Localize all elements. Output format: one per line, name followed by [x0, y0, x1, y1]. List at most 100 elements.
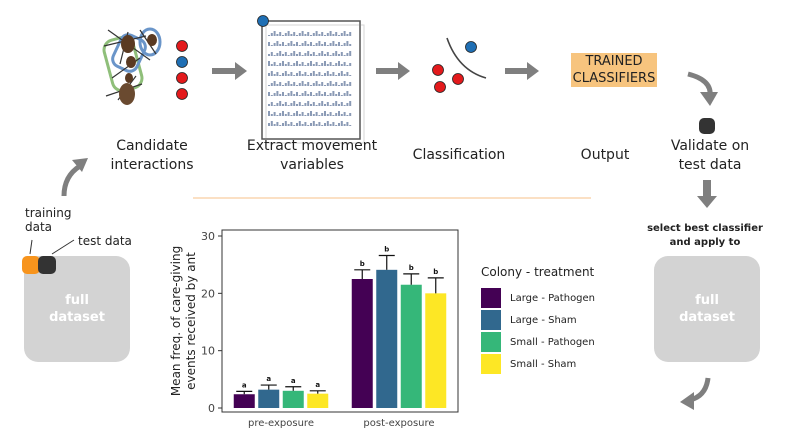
- doc-histogram-bar: [279, 44, 282, 46]
- doc-histogram-bar: [273, 105, 276, 106]
- doc-histogram-bar: [268, 104, 270, 106]
- doc-histogram-bar: [293, 32, 296, 36]
- doc-histogram-bar: [312, 64, 315, 66]
- legend-swatch: [481, 332, 501, 352]
- select-best-classifier-label: select best classifier and apply to: [647, 223, 763, 248]
- doc-histogram-bar: [346, 84, 349, 86]
- doc-histogram-bar: [293, 113, 296, 116]
- doc-histogram-bar: [329, 74, 332, 76]
- doc-histogram-bar: [301, 31, 304, 36]
- doc-histogram-bar: [304, 91, 307, 96]
- step-output: Output: [580, 147, 630, 163]
- doc-histogram-bar: [329, 31, 332, 36]
- doc-histogram-bar: [321, 32, 324, 36]
- doc-histogram-bar: [321, 125, 324, 126]
- doc-histogram-bar: [335, 51, 338, 56]
- doc-histogram-bar: [346, 115, 349, 116]
- legend-item: Large - Sham: [481, 310, 577, 330]
- legend-title: Colony - treatment: [481, 265, 595, 279]
- doc-histogram-bar: [338, 111, 340, 116]
- doc-histogram-bar: [298, 71, 301, 76]
- doc-histogram-bar: [315, 81, 318, 86]
- test-data-dot: [38, 256, 56, 274]
- legend-swatch: [481, 310, 501, 330]
- doc-histogram-bar: [293, 101, 296, 106]
- doc-histogram-bar: [268, 111, 270, 116]
- doc-histogram-bar: [349, 51, 352, 56]
- x-category-label: post-exposure: [363, 418, 434, 429]
- doc-histogram-bar: [290, 41, 293, 46]
- doc-histogram-bar: [282, 104, 284, 106]
- bar: [307, 393, 329, 408]
- doc-histogram-bar: [338, 85, 340, 86]
- legend-swatch: [481, 354, 501, 374]
- doc-histogram-bar: [318, 72, 321, 76]
- doc-histogram-bar: [335, 125, 338, 126]
- doc-histogram-bar: [312, 114, 315, 116]
- doc-histogram-bar: [312, 45, 315, 46]
- doc-histogram-bar: [343, 81, 346, 86]
- doc-histogram-bar: [332, 53, 335, 56]
- doc-histogram-bar: [298, 102, 301, 106]
- doc-histogram-bar: [340, 71, 343, 76]
- doc-histogram-bar: [329, 105, 332, 106]
- doc-histogram-bar: [346, 122, 349, 126]
- doc-histogram-bar: [273, 74, 276, 76]
- doc-histogram-bar: [318, 65, 321, 66]
- doc-histogram-bar: [304, 65, 307, 66]
- care-giving-bar-chart: 0 10 20 30 a a a a b b b b pre-exposure post-exposu…: [169, 229, 459, 429]
- doc-histogram-bar: [315, 93, 318, 96]
- doc-histogram-bar: [326, 71, 329, 76]
- doc-histogram-bar: [301, 105, 304, 106]
- doc-histogram-bar: [290, 65, 293, 66]
- doc-histogram-bar: [276, 122, 279, 126]
- doc-histogram-bar: [296, 61, 298, 66]
- doc-histogram-bar: [273, 112, 276, 116]
- doc-histogram-bar: [284, 83, 287, 86]
- doc-histogram-bar: [301, 43, 304, 46]
- doc-histogram-bar: [346, 41, 349, 46]
- arrow-1: [212, 62, 247, 80]
- significance-letter: b: [384, 245, 389, 253]
- doc-histogram-bar: [307, 125, 310, 126]
- doc-histogram-bar: [284, 71, 287, 76]
- doc-histogram-bar: [287, 93, 290, 96]
- doc-histogram-bar: [301, 74, 304, 76]
- doc-histogram-bar: [332, 91, 335, 96]
- bar: [258, 389, 280, 408]
- doc-histogram-bar: [268, 92, 270, 96]
- doc-histogram-bar: [340, 95, 343, 96]
- doc-histogram-bar: [276, 115, 279, 116]
- doc-histogram-bar: [318, 41, 321, 46]
- doc-histogram-bar: [298, 95, 301, 96]
- doc-histogram-bar: [293, 51, 296, 56]
- doc-histogram-bar: [324, 35, 326, 36]
- curved-arrow-bottom: [680, 377, 711, 410]
- doc-histogram-bar: [335, 44, 338, 46]
- doc-histogram-bar: [326, 83, 329, 86]
- doc-histogram-bar: [318, 122, 321, 126]
- doc-histogram-bar: [282, 61, 284, 66]
- y-tick-label: 20: [201, 287, 215, 300]
- doc-histogram-bar: [310, 73, 312, 76]
- doc-histogram-bar: [268, 85, 270, 86]
- doc-histogram-bar: [349, 44, 352, 46]
- bar: [233, 394, 255, 408]
- movement-variables-document: [257, 15, 365, 144]
- doc-histogram-bar: [340, 45, 343, 46]
- doc-histogram-bar: [326, 114, 329, 116]
- doc-histogram-bar: [276, 34, 279, 36]
- doc-histogram-bar: [340, 114, 343, 116]
- curved-arrow-down: [687, 71, 718, 106]
- doc-histogram-bar: [315, 105, 318, 106]
- training-data-label: training data: [25, 206, 72, 234]
- doc-histogram-bar: [270, 71, 273, 76]
- doc-histogram-bar: [307, 51, 310, 56]
- doc-histogram-bar: [279, 113, 282, 116]
- doc-histogram-bar: [326, 121, 329, 126]
- doc-histogram-bar: [273, 55, 276, 56]
- doc-histogram-bar: [326, 95, 329, 96]
- doc-histogram-bar: [301, 55, 304, 56]
- step-extract-movement: Extract movement variables: [246, 138, 378, 173]
